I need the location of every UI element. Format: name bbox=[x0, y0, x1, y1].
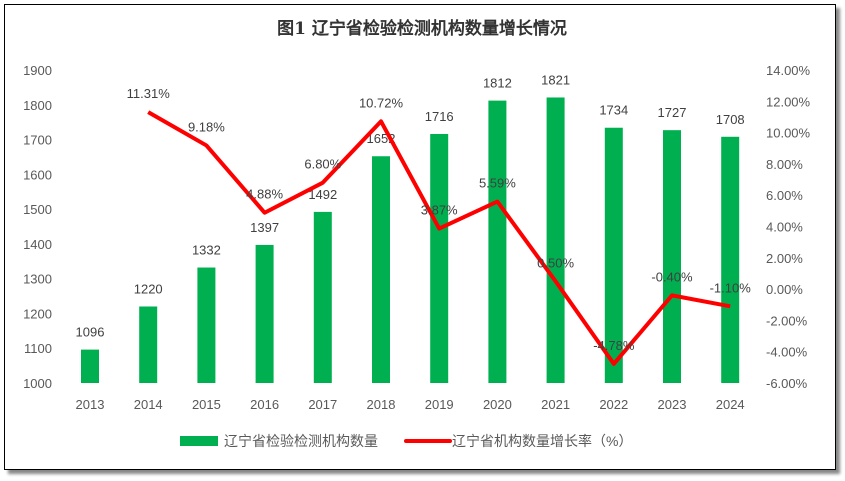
y-left-tick: 1300 bbox=[23, 272, 52, 287]
chart-title: 图1 辽宁省检验检测机构数量增长情况 bbox=[277, 18, 567, 39]
y-left-tick: 1700 bbox=[23, 133, 52, 148]
x-tick: 2020 bbox=[483, 397, 512, 412]
line-label: -1.10% bbox=[710, 280, 752, 295]
line-label: 5.59% bbox=[479, 176, 516, 191]
line-label: 0.50% bbox=[537, 255, 574, 270]
y-right-tick: 6.00% bbox=[766, 188, 803, 203]
bar bbox=[721, 136, 740, 383]
y-right-tick: 4.00% bbox=[766, 220, 803, 235]
legend-bar-swatch bbox=[180, 436, 218, 446]
y-left-tick: 1200 bbox=[23, 306, 52, 321]
chart-frame bbox=[4, 4, 836, 470]
bar-label: 1727 bbox=[658, 105, 687, 120]
y-right-tick: -4.00% bbox=[766, 345, 808, 360]
bar-label: 1716 bbox=[425, 109, 454, 124]
y-right-tick: 0.00% bbox=[766, 282, 803, 297]
bar bbox=[663, 130, 681, 383]
y-left-tick: 1600 bbox=[23, 167, 52, 182]
bar-label: 1492 bbox=[308, 187, 337, 202]
y-left-tick: 1400 bbox=[23, 237, 52, 252]
bar bbox=[139, 306, 158, 383]
bar-label: 1734 bbox=[599, 103, 628, 118]
y-right-tick: -2.00% bbox=[766, 313, 808, 328]
y-right-tick: 10.00% bbox=[766, 126, 811, 141]
x-tick: 2015 bbox=[192, 397, 221, 412]
line-label: -4.78% bbox=[593, 338, 635, 353]
y-left-tick: 1500 bbox=[23, 202, 52, 217]
bar-label: 1708 bbox=[716, 112, 745, 127]
line-label: 10.72% bbox=[359, 95, 404, 110]
line-label: 6.80% bbox=[304, 157, 341, 172]
y-left-tick: 1100 bbox=[24, 341, 52, 356]
line-label: 9.18% bbox=[188, 119, 225, 134]
bar-label: 1096 bbox=[76, 325, 105, 340]
x-tick: 2019 bbox=[425, 397, 454, 412]
bar bbox=[313, 211, 332, 383]
line-label: 11.31% bbox=[127, 86, 171, 101]
bar bbox=[430, 133, 449, 383]
line-label: -0.40% bbox=[651, 269, 693, 284]
line-label: 3.87% bbox=[421, 203, 458, 218]
bar-label: 1397 bbox=[250, 220, 279, 235]
y-right-tick: 2.00% bbox=[766, 251, 803, 266]
x-tick: 2016 bbox=[250, 397, 279, 412]
y-left-tick: 1900 bbox=[23, 63, 52, 78]
x-tick: 2022 bbox=[599, 397, 628, 412]
legend-bar-label: 辽宁省检验检测机构数量 bbox=[224, 433, 378, 449]
bar bbox=[604, 127, 623, 383]
y-right-tick: -6.00% bbox=[766, 376, 808, 391]
x-tick: 2018 bbox=[367, 397, 396, 412]
x-tick: 2013 bbox=[76, 397, 105, 412]
y-right-tick: 8.00% bbox=[766, 157, 803, 172]
bar bbox=[255, 244, 274, 383]
x-tick: 2024 bbox=[716, 397, 745, 412]
legend-line-label: 辽宁省机构数量增长率（%） bbox=[452, 433, 632, 449]
bar-label: 1332 bbox=[192, 243, 221, 258]
bar bbox=[546, 97, 565, 384]
x-tick: 2021 bbox=[541, 397, 570, 412]
x-tick: 2023 bbox=[658, 397, 687, 412]
y-left-tick: 1800 bbox=[23, 98, 52, 113]
y-right-tick: 14.00% bbox=[766, 63, 811, 78]
bar-label: 1812 bbox=[483, 76, 512, 91]
bar bbox=[372, 156, 390, 383]
y-left-tick: 1000 bbox=[23, 376, 52, 391]
line-label: 4.88% bbox=[246, 187, 283, 202]
bar bbox=[81, 349, 99, 383]
bar-label: 1220 bbox=[134, 281, 163, 296]
y-right-tick: 12.00% bbox=[766, 94, 811, 109]
x-tick: 2014 bbox=[134, 397, 163, 412]
bar-label: 1821 bbox=[541, 72, 570, 87]
x-tick: 2017 bbox=[308, 397, 337, 412]
bar bbox=[488, 100, 507, 384]
bar bbox=[197, 267, 216, 383]
